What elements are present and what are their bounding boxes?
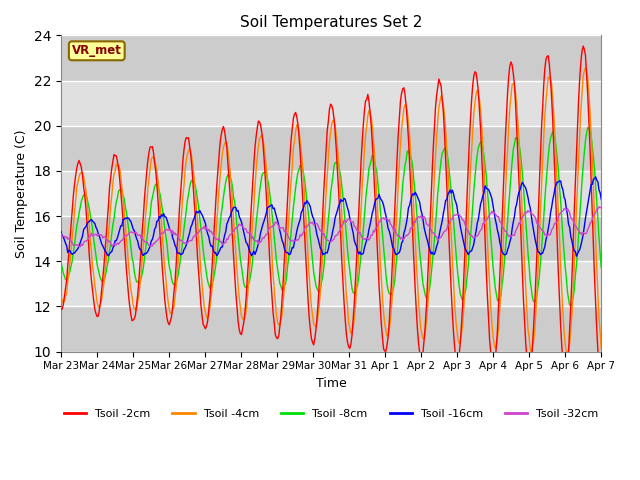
Tsoil -4cm xyxy=(225,157,233,163)
Tsoil -16cm xyxy=(57,229,65,235)
Text: VR_met: VR_met xyxy=(72,44,122,57)
Tsoil -16cm xyxy=(592,174,600,180)
Bar xyxy=(61,306,601,351)
Tsoil -4cm xyxy=(597,347,605,352)
Tsoil -4cm xyxy=(548,81,556,87)
Tsoil -32cm xyxy=(595,204,603,210)
Tsoil -16cm xyxy=(360,251,367,256)
Tsoil -32cm xyxy=(549,226,557,232)
Tsoil -32cm xyxy=(387,221,394,227)
Tsoil -8cm xyxy=(225,172,233,178)
Tsoil -4cm xyxy=(360,168,367,174)
Tsoil -2cm xyxy=(597,377,605,383)
Bar xyxy=(61,171,601,216)
Y-axis label: Soil Temperature (C): Soil Temperature (C) xyxy=(15,129,28,258)
Tsoil -8cm xyxy=(548,132,556,138)
Tsoil -16cm xyxy=(225,215,233,221)
Tsoil -32cm xyxy=(597,204,605,210)
Tsoil -32cm xyxy=(227,231,234,237)
Tsoil -8cm xyxy=(285,253,292,259)
Tsoil -4cm xyxy=(285,214,292,219)
Tsoil -8cm xyxy=(566,302,573,308)
Tsoil -32cm xyxy=(286,237,294,243)
Tsoil -2cm xyxy=(385,320,393,325)
Tsoil -2cm xyxy=(579,43,587,49)
Tsoil -2cm xyxy=(454,356,462,362)
Tsoil -4cm xyxy=(564,350,572,356)
Tsoil -2cm xyxy=(285,171,292,177)
Bar xyxy=(61,36,601,81)
Bar xyxy=(61,81,601,126)
Tsoil -16cm xyxy=(597,196,605,202)
Bar xyxy=(61,216,601,261)
Tsoil -2cm xyxy=(57,306,65,312)
Tsoil -4cm xyxy=(582,65,589,71)
Tsoil -8cm xyxy=(385,290,393,296)
Tsoil -32cm xyxy=(57,231,65,237)
X-axis label: Time: Time xyxy=(316,377,346,390)
Legend: Tsoil -2cm, Tsoil -4cm, Tsoil -8cm, Tsoil -16cm, Tsoil -32cm: Tsoil -2cm, Tsoil -4cm, Tsoil -8cm, Tsoi… xyxy=(60,405,603,423)
Tsoil -16cm xyxy=(285,252,292,257)
Tsoil -4cm xyxy=(385,327,393,333)
Line: Tsoil -4cm: Tsoil -4cm xyxy=(61,68,601,353)
Tsoil -4cm xyxy=(57,294,65,300)
Tsoil -8cm xyxy=(57,260,65,266)
Tsoil -32cm xyxy=(360,236,368,241)
Tsoil -8cm xyxy=(454,273,462,279)
Tsoil -32cm xyxy=(76,244,84,250)
Tsoil -8cm xyxy=(360,227,367,233)
Tsoil -16cm xyxy=(385,228,393,234)
Tsoil -16cm xyxy=(454,212,462,217)
Tsoil -16cm xyxy=(573,253,580,259)
Tsoil -16cm xyxy=(548,204,556,210)
Tsoil -2cm xyxy=(548,95,556,101)
Line: Tsoil -2cm: Tsoil -2cm xyxy=(61,46,601,380)
Line: Tsoil -16cm: Tsoil -16cm xyxy=(61,177,601,256)
Title: Soil Temperatures Set 2: Soil Temperatures Set 2 xyxy=(240,15,422,30)
Line: Tsoil -8cm: Tsoil -8cm xyxy=(61,128,601,305)
Tsoil -8cm xyxy=(597,265,605,271)
Tsoil -32cm xyxy=(455,212,463,217)
Bar xyxy=(61,126,601,171)
Line: Tsoil -32cm: Tsoil -32cm xyxy=(61,207,601,247)
Tsoil -4cm xyxy=(454,337,462,343)
Tsoil -2cm xyxy=(360,122,367,128)
Tsoil -8cm xyxy=(584,125,591,131)
Tsoil -2cm xyxy=(225,176,233,182)
Bar xyxy=(61,261,601,306)
